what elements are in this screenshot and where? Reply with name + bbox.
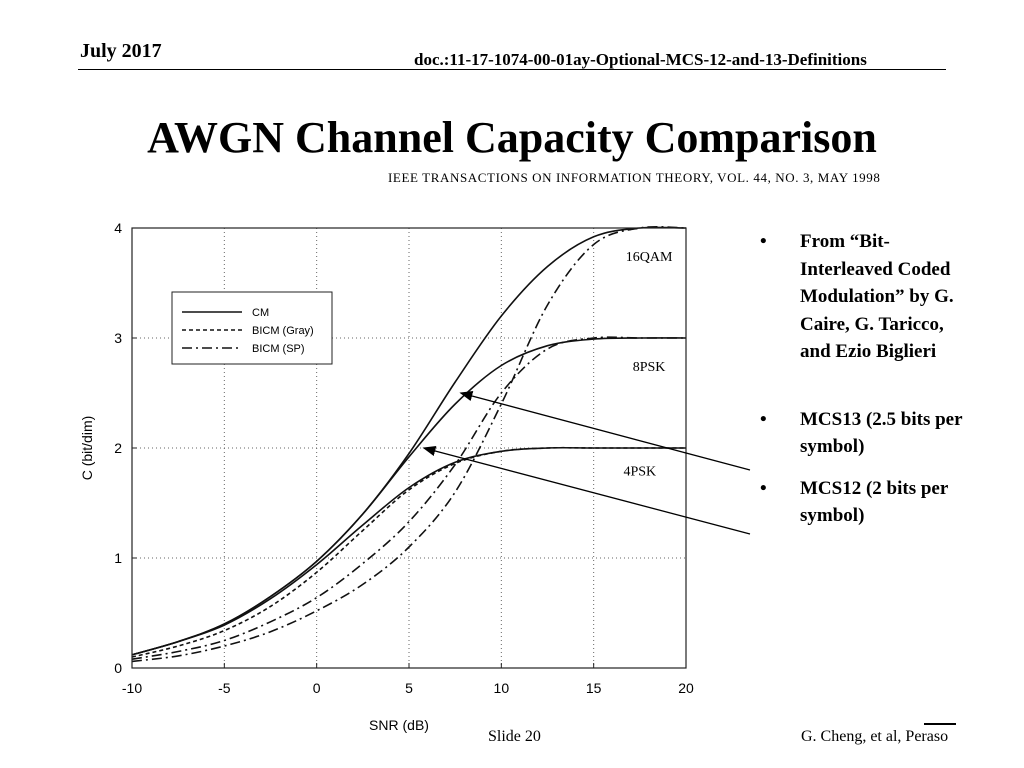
legend-label: CM xyxy=(252,307,269,319)
bullet-list: • From “Bit-Interleaved Coded Modulation… xyxy=(760,228,965,544)
y-tick-label: 0 xyxy=(114,660,122,676)
x-tick-label: -10 xyxy=(122,680,142,696)
x-axis-label: SNR (dB) xyxy=(369,717,429,733)
legend-box xyxy=(171,291,333,365)
curve-label: 8PSK xyxy=(633,360,666,375)
y-tick-label: 3 xyxy=(114,330,122,346)
slide-title: AWGN Channel Capacity Comparison xyxy=(147,113,877,162)
slide-date: July 2017 xyxy=(80,40,162,62)
x-tick-label: 20 xyxy=(678,680,694,696)
y-axis-label: C (bit/dim) xyxy=(79,416,95,481)
y-tick-label: 1 xyxy=(114,550,122,566)
legend-label: BICM (SP) xyxy=(252,343,305,355)
curve-label: 4PSK xyxy=(623,465,656,480)
bullet-item: • From “Bit-Interleaved Coded Modulation… xyxy=(760,228,965,366)
series-line-4psk-bicm-gray xyxy=(131,446,686,658)
bullet-text-source: From “Bit-Interleaved Coded Modulation” … xyxy=(800,231,954,362)
bullet-dot-icon: • xyxy=(760,408,767,430)
bullet-item: • MCS13 (2.5 bits per symbol) xyxy=(760,406,965,461)
bullet-item: • MCS12 (2 bits per symbol) xyxy=(760,475,965,530)
slide-number: Slide 20 xyxy=(488,728,541,745)
x-tick-label: 5 xyxy=(405,680,413,696)
x-tick-label: 10 xyxy=(494,680,510,696)
series-line-4psk-cm xyxy=(131,446,686,656)
x-tick-label: 0 xyxy=(313,680,321,696)
pointer-arrow xyxy=(459,390,751,471)
source-citation: IEEE TRANSACTIONS ON INFORMATION THEORY,… xyxy=(388,170,881,185)
footer-author: G. Cheng, et al, Peraso xyxy=(801,728,949,745)
pointer-arrow xyxy=(422,445,751,535)
bullet-dot-icon: • xyxy=(760,477,767,499)
bullet-dot-icon: • xyxy=(760,231,767,252)
x-tick-label: -5 xyxy=(218,680,231,696)
x-tick-label: 15 xyxy=(586,680,602,696)
y-tick-label: 4 xyxy=(114,220,122,236)
footer-divider xyxy=(924,723,956,725)
series-line-8psk-cm xyxy=(131,337,687,656)
legend-label: BICM (Gray) xyxy=(252,325,314,337)
y-tick-label: 2 xyxy=(114,440,122,456)
document-id: doc.:11-17-1074-00-01ay-Optional-MCS-12-… xyxy=(414,50,867,69)
bullet-text-mcs12: MCS12 (2 bits per symbol) xyxy=(800,477,948,527)
bullet-text-mcs13: MCS13 (2.5 bits per symbol) xyxy=(800,408,963,458)
curve-label: 16QAM xyxy=(626,250,673,265)
series-line-8psk-bicm-sp xyxy=(131,336,686,660)
header-divider xyxy=(78,69,946,70)
series-line-16qam-bicm-sp xyxy=(131,226,687,663)
series-line-16qam-cm xyxy=(131,226,687,656)
